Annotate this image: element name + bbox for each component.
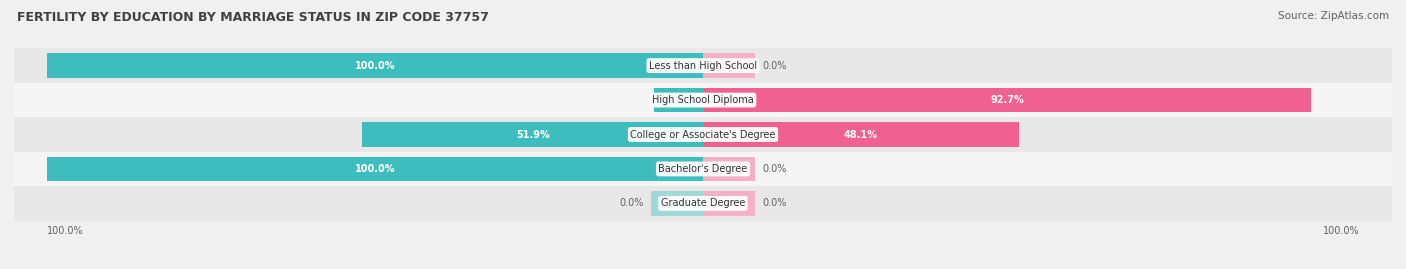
Bar <box>14 83 1392 117</box>
Text: 7.4%: 7.4% <box>665 95 692 105</box>
Bar <box>703 191 755 216</box>
Bar <box>46 157 703 181</box>
Text: 100.0%: 100.0% <box>354 164 395 174</box>
Text: 100.0%: 100.0% <box>354 61 395 71</box>
Text: 100.0%: 100.0% <box>46 226 83 236</box>
Bar <box>363 122 703 147</box>
Bar <box>14 152 1392 186</box>
Bar <box>14 117 1392 152</box>
Text: 51.9%: 51.9% <box>516 129 550 140</box>
Bar <box>703 122 1018 147</box>
Text: Less than High School: Less than High School <box>650 61 756 71</box>
Text: 0.0%: 0.0% <box>762 198 786 208</box>
Bar <box>703 88 1312 112</box>
Text: Bachelor's Degree: Bachelor's Degree <box>658 164 748 174</box>
Text: 100.0%: 100.0% <box>1323 226 1360 236</box>
Text: High School Diploma: High School Diploma <box>652 95 754 105</box>
Text: 48.1%: 48.1% <box>844 129 877 140</box>
Text: 0.0%: 0.0% <box>762 61 786 71</box>
Text: Source: ZipAtlas.com: Source: ZipAtlas.com <box>1278 11 1389 21</box>
Text: Graduate Degree: Graduate Degree <box>661 198 745 208</box>
Text: 0.0%: 0.0% <box>620 198 644 208</box>
Bar <box>46 53 703 78</box>
Bar <box>654 88 703 112</box>
Text: FERTILITY BY EDUCATION BY MARRIAGE STATUS IN ZIP CODE 37757: FERTILITY BY EDUCATION BY MARRIAGE STATU… <box>17 11 489 24</box>
Text: 92.7%: 92.7% <box>990 95 1024 105</box>
Bar <box>703 157 755 181</box>
Bar <box>651 191 703 216</box>
Bar <box>14 186 1392 221</box>
Bar <box>14 48 1392 83</box>
Bar <box>703 53 755 78</box>
Text: College or Associate's Degree: College or Associate's Degree <box>630 129 776 140</box>
Text: 0.0%: 0.0% <box>762 164 786 174</box>
